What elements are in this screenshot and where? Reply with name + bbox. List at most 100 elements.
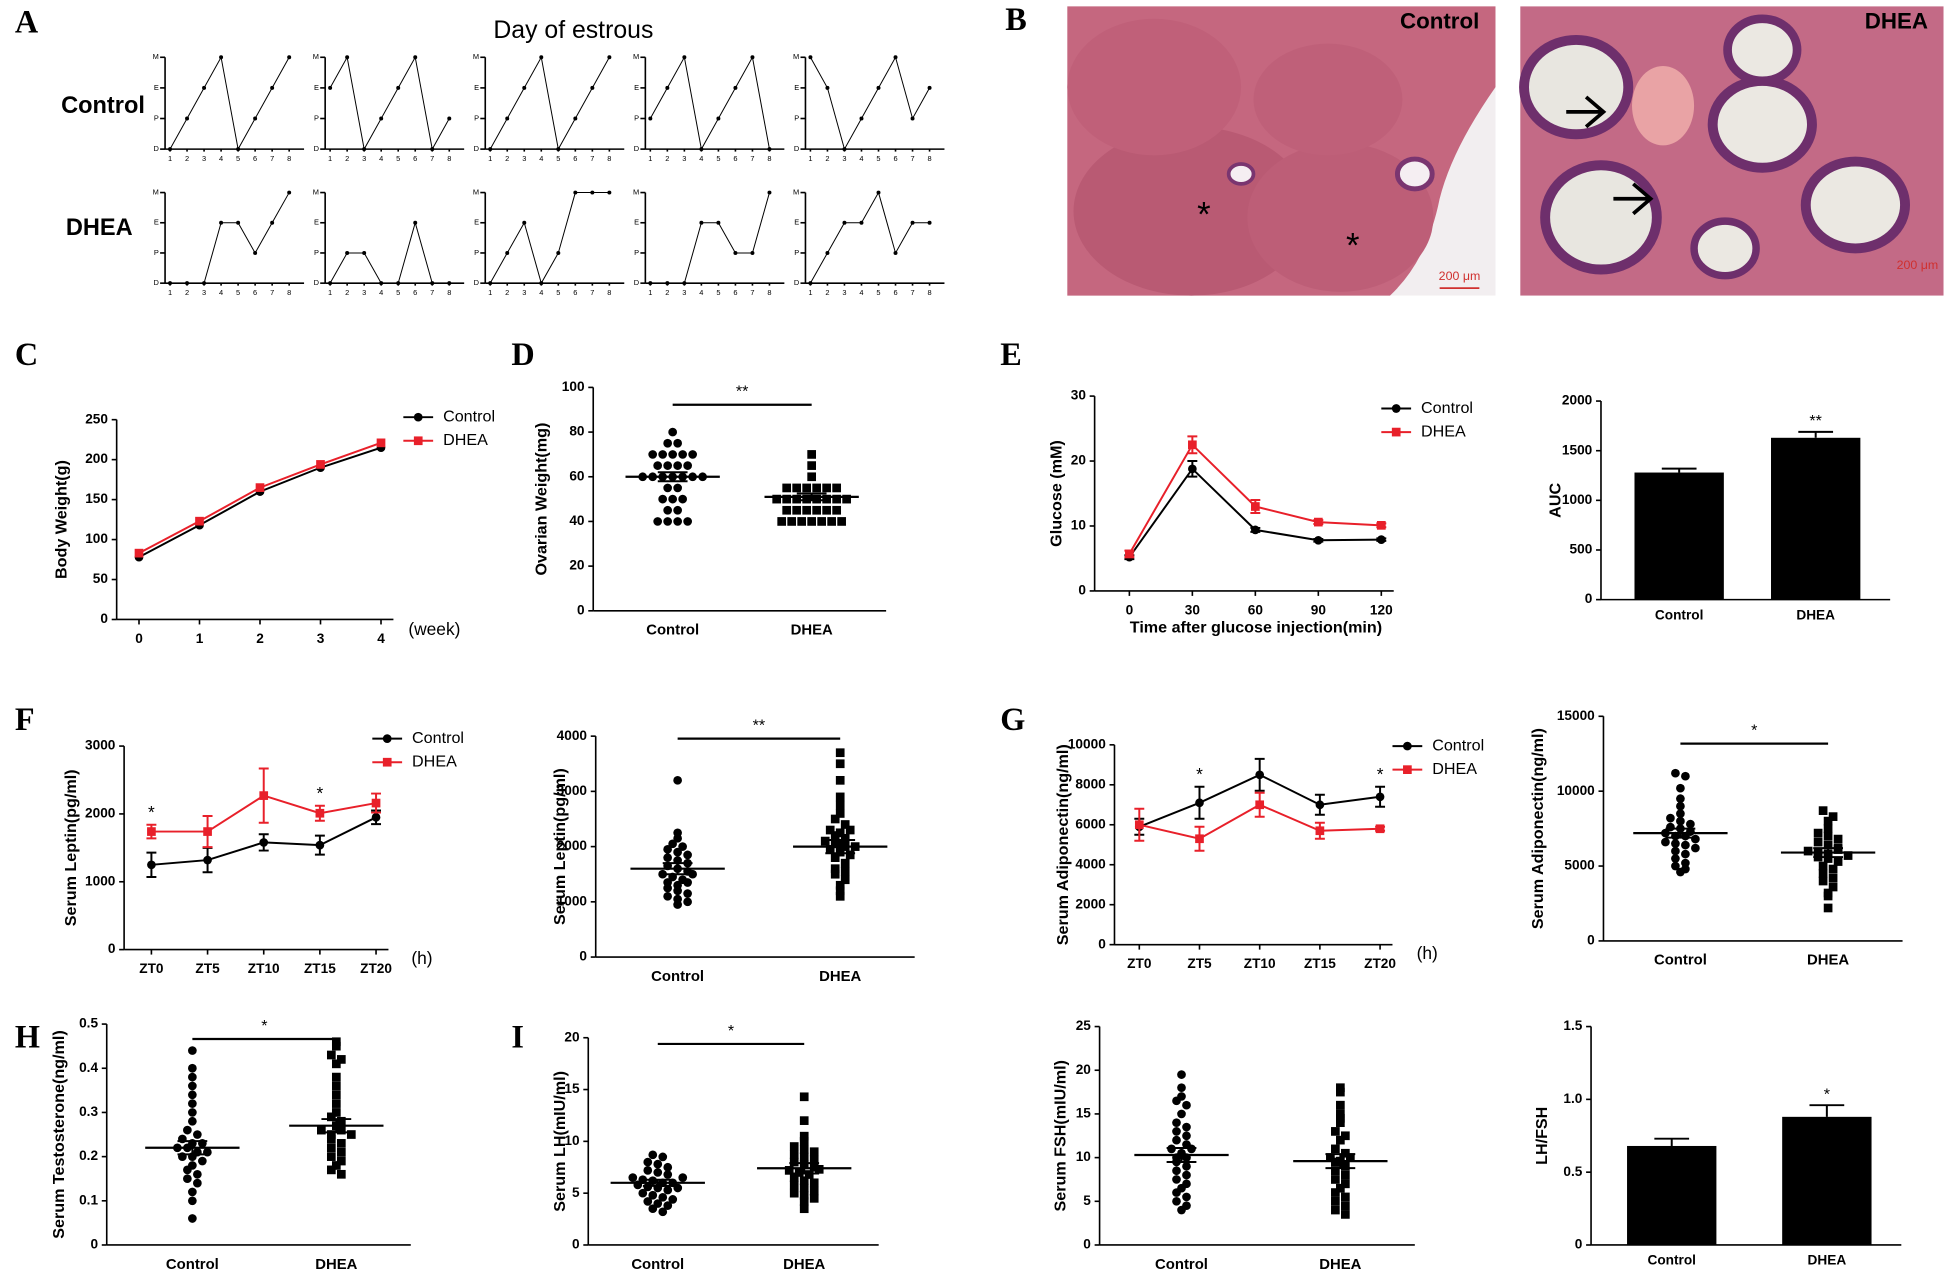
marker	[658, 450, 668, 459]
marker	[1251, 502, 1260, 511]
x-tick-label: ZT10	[248, 961, 280, 976]
x-tick-label: 4	[377, 631, 385, 646]
marker	[835, 828, 845, 838]
marker	[219, 220, 224, 225]
marker	[326, 1130, 336, 1139]
x-tick-label: 5	[876, 288, 880, 297]
marker	[1676, 816, 1685, 826]
marker	[1331, 1188, 1340, 1197]
marker	[1818, 869, 1828, 878]
legend-label: DHEA	[1432, 760, 1477, 778]
marker	[1255, 800, 1265, 810]
x-tick-label: ZT5	[195, 961, 220, 976]
marker	[522, 220, 527, 225]
x-tick-label: 6	[573, 154, 577, 163]
marker	[767, 147, 772, 152]
marker	[1686, 819, 1695, 829]
marker	[825, 250, 830, 255]
marker	[188, 1116, 197, 1126]
x-tick-label: 1	[196, 631, 204, 646]
y-tick-label: D	[153, 144, 159, 153]
marker	[648, 1190, 658, 1200]
marker	[488, 281, 493, 286]
marker	[1403, 741, 1412, 751]
y-tick-label: P	[154, 113, 159, 122]
x-tick-label: ZT20	[1364, 956, 1396, 971]
marker	[663, 853, 672, 862]
y-tick-label: 0	[108, 941, 116, 956]
marker	[789, 1150, 799, 1160]
marker	[673, 900, 682, 909]
marker	[1661, 837, 1670, 847]
marker	[668, 450, 678, 459]
marker	[648, 1150, 658, 1160]
x-tick-label: 4	[219, 288, 223, 297]
marker	[1331, 1166, 1340, 1176]
y-tick-label: 0	[1078, 583, 1086, 598]
y-tick-label: 0	[577, 602, 585, 617]
y-tick-label: 20	[569, 558, 585, 573]
marker	[777, 517, 787, 526]
marker	[1331, 1127, 1340, 1136]
marker	[183, 1165, 192, 1175]
marker	[1823, 831, 1833, 841]
y-axis-label: Glucose (mM)	[1048, 440, 1066, 547]
marker	[193, 1169, 202, 1179]
marker	[219, 55, 224, 60]
x-tick-label: 1	[488, 288, 492, 297]
marker	[1391, 404, 1401, 413]
y-tick-label: 4000	[557, 728, 588, 743]
marker	[1376, 520, 1386, 530]
marker	[539, 55, 544, 60]
marker	[1182, 1100, 1191, 1110]
marker	[556, 147, 561, 152]
marker	[345, 250, 350, 255]
marker	[663, 1162, 673, 1172]
marker	[658, 1207, 668, 1217]
y-tick-label: D	[314, 278, 320, 287]
marker	[255, 483, 265, 492]
marker	[1818, 861, 1828, 871]
y-tick-label: 500	[1570, 542, 1593, 557]
x-tick-label: 0	[135, 631, 143, 646]
marker	[1188, 464, 1197, 474]
error-bar	[657, 471, 688, 483]
x-tick-label: 7	[910, 154, 914, 163]
chart: D P E M 1 2 3 4 5 6 7 8	[793, 52, 945, 163]
marker	[1341, 1170, 1350, 1180]
x-tick-label: 6	[413, 154, 417, 163]
x-tick-label: 5	[876, 154, 880, 163]
x-tick-label: 2	[665, 288, 669, 297]
marker	[792, 494, 802, 504]
marker	[808, 55, 813, 60]
marker	[678, 494, 687, 504]
marker	[668, 427, 678, 437]
marker	[663, 483, 673, 493]
panel-label: B	[1005, 1, 1027, 37]
marker	[1182, 1162, 1191, 1171]
y-axis-label: Serum Testosterone(ng/ml)	[50, 1030, 68, 1238]
y-tick-label: P	[154, 248, 159, 257]
marker	[259, 791, 269, 800]
marker	[1255, 770, 1265, 780]
marker	[859, 220, 864, 225]
marker	[1188, 440, 1197, 450]
panel-label: C	[15, 336, 38, 372]
chart: 0 5 10 15 20 Serum LH(mIU/ml) Control DHEA *	[551, 1022, 879, 1270]
marker	[682, 55, 687, 60]
y-tick-label: E	[474, 218, 479, 227]
marker	[822, 483, 831, 493]
x-tick-label: 1	[328, 154, 332, 163]
x-tick-label: 120	[1370, 602, 1393, 617]
y-tick-label: 0.5	[1563, 1164, 1582, 1179]
x-tick-label: 4	[859, 154, 863, 163]
marker	[1671, 854, 1680, 863]
marker	[792, 505, 802, 515]
marker	[1676, 801, 1685, 811]
panel-label: G	[1000, 701, 1025, 737]
marker	[663, 505, 673, 515]
y-tick-label: 200	[85, 451, 108, 466]
marker	[331, 1090, 341, 1100]
marker	[430, 147, 435, 152]
